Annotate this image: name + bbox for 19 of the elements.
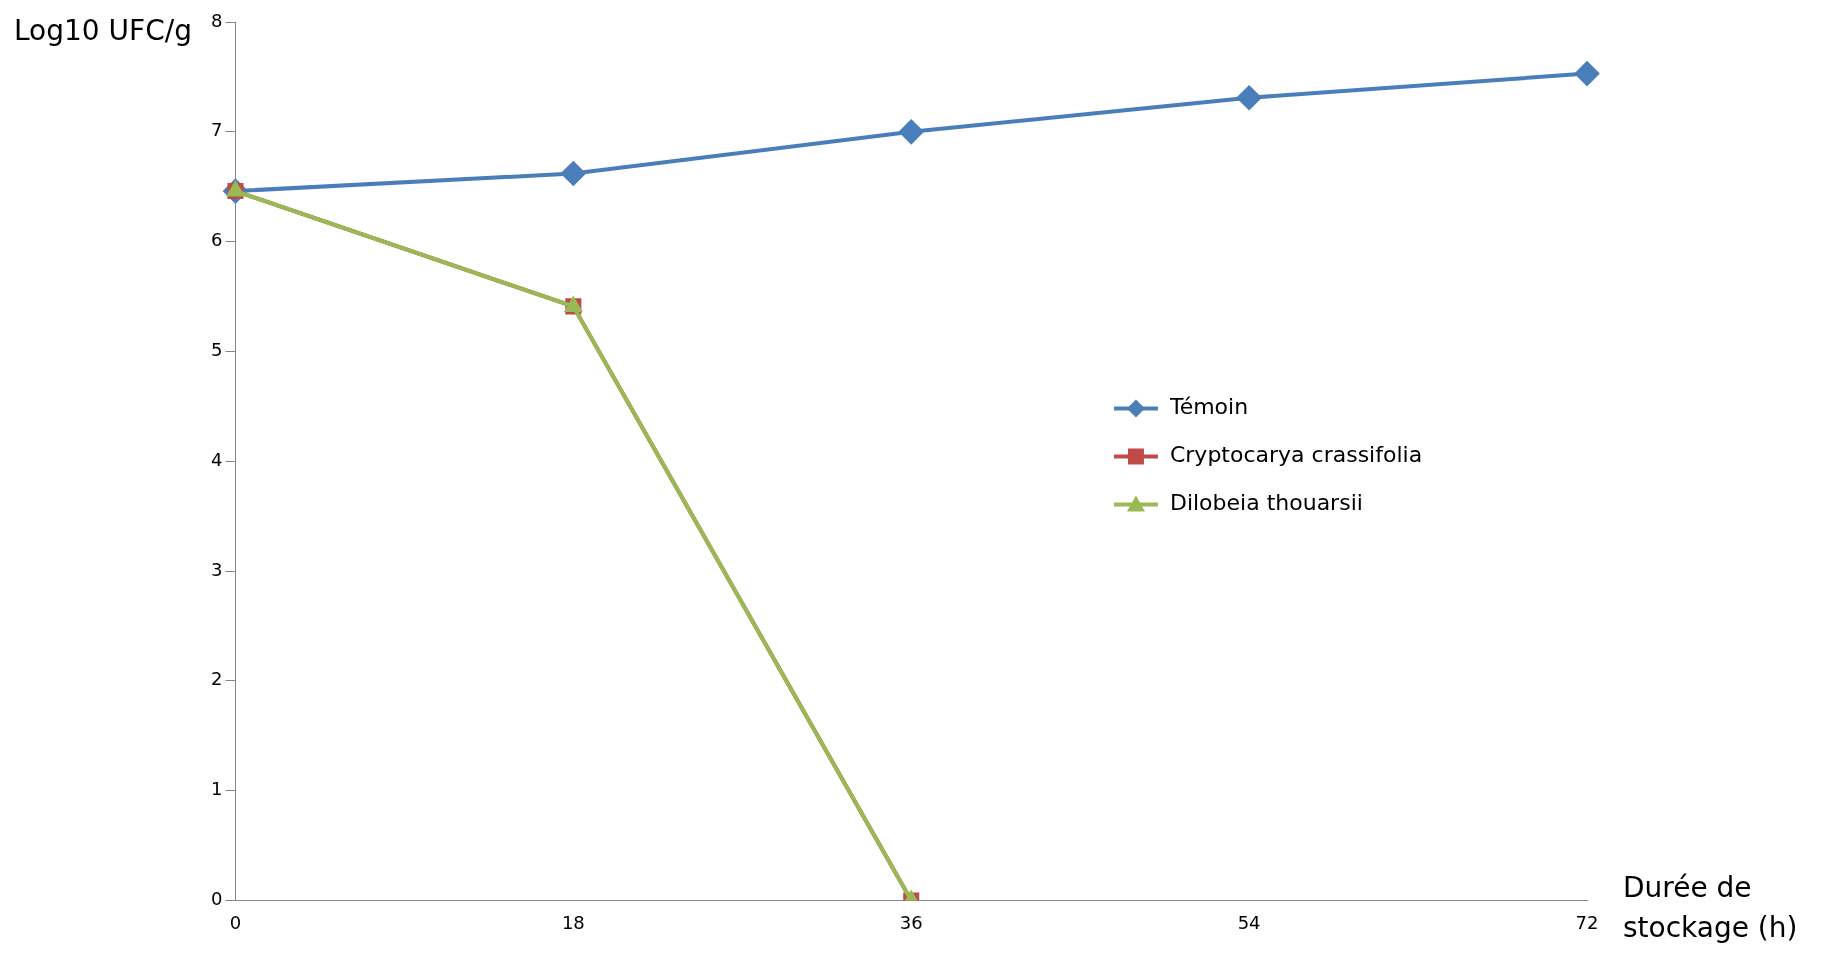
y-tick-label: 5 xyxy=(211,339,223,361)
y-tick-label: 3 xyxy=(211,558,223,580)
y-axis-title: Log10 UFC/g xyxy=(14,14,192,47)
x-tick-label: 0 xyxy=(229,911,242,933)
y-tick-label: 0 xyxy=(211,888,223,910)
y-tick-label: 7 xyxy=(211,119,223,141)
x-axis-title: Durée de stockage (h) xyxy=(1623,870,1799,946)
y-tick-label: 2 xyxy=(211,668,223,690)
y-tick-label: 6 xyxy=(211,229,223,251)
x-tick-label: 54 xyxy=(1237,911,1261,933)
y-tick-label: 8 xyxy=(211,9,223,31)
legend-label: Dilobeia thouarsii xyxy=(1169,490,1363,516)
x-tick-label: 18 xyxy=(561,911,585,933)
y-tick-label: 1 xyxy=(211,778,223,800)
x-tick-label: 36 xyxy=(899,911,923,933)
legend-label: Cryptocarya crassifolia xyxy=(1169,442,1423,468)
legend-label: Témoin xyxy=(1168,394,1249,420)
y-tick-label: 4 xyxy=(211,448,223,470)
x-tick-label: 72 xyxy=(1575,911,1599,933)
